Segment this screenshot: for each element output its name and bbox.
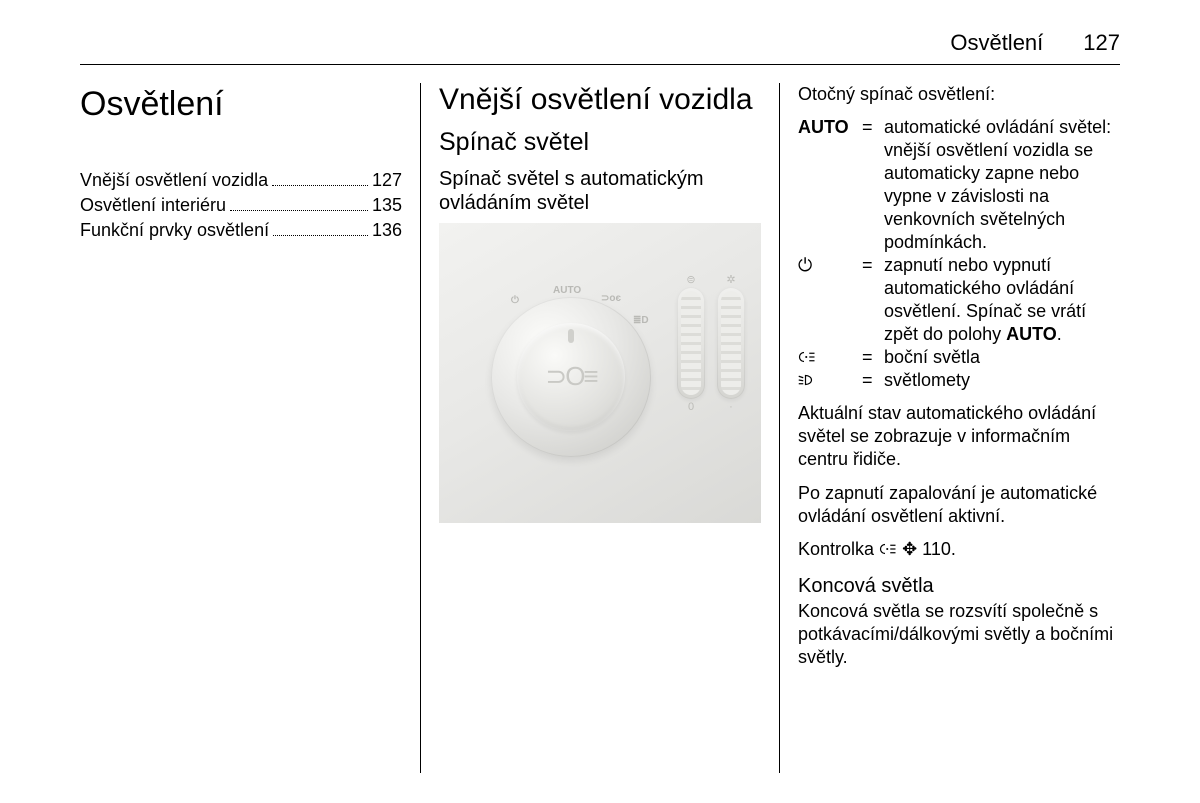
definition-value: automatické ovládání světel: vnější osvě… xyxy=(884,116,1120,254)
thumbwheel-top-icon: ✲ xyxy=(726,273,735,286)
definition-value: boční světla xyxy=(884,346,1120,369)
definition-row-auto: AUTO = automatické ovládání světel: vněj… xyxy=(798,116,1120,254)
thumbwheel-top-icon: ⊜ xyxy=(686,273,695,286)
sidelights-icon xyxy=(798,346,862,369)
sub-subsection-title: Spínač světel s automatickým ovládáním s… xyxy=(439,167,761,215)
definition-row-sidelights: = boční světla xyxy=(798,346,1120,369)
toc-label: Osvětlení interiéru xyxy=(80,195,226,216)
toc-page-number: 127 xyxy=(372,170,402,191)
definition-key: AUTO xyxy=(798,116,862,254)
tail-lights-heading: Koncová světla xyxy=(798,575,1120,598)
knob-indicator xyxy=(568,329,574,343)
toc-entry: Funkční prvky osvětlení 136 xyxy=(80,220,402,241)
equals-sign: = xyxy=(862,116,884,254)
column-3: Otočný spínač osvětlení: AUTO = automati… xyxy=(780,83,1120,773)
toc-leader-dots xyxy=(272,185,368,186)
toc-label: Funkční prvky osvětlení xyxy=(80,220,269,241)
section-title: Vnější osvětlení vozidla xyxy=(439,83,761,118)
rotary-knob-cap: ⊃O≡ xyxy=(517,323,625,431)
switch-positions-list: AUTO = automatické ovládání světel: vněj… xyxy=(798,116,1120,392)
thumbwheel-headlight-level: ⊜ 0 xyxy=(677,287,705,399)
header-section-title: Osvětlení xyxy=(950,30,1043,56)
definition-row-power: ⏻ = zapnutí nebo vypnutí automatického o… xyxy=(798,254,1120,346)
definition-row-headlights: = světlomety xyxy=(798,369,1120,392)
tail-lights-body: Koncová světla se rozsvítí společně s po… xyxy=(798,600,1120,669)
indicator-ref-prefix: Kontrolka xyxy=(798,539,879,559)
fog-light-icon: ⊃O≡ xyxy=(545,361,596,392)
paragraph-ignition: Po zapnutí zapalování je automatické ovl… xyxy=(798,482,1120,528)
knob-position-sidelights-icon: ⊃oє xyxy=(601,293,621,304)
equals-sign: = xyxy=(862,254,884,346)
intro-text: Otočný spínač osvětlení: xyxy=(798,83,1120,106)
definition-value: zapnutí nebo vypnutí automatického ovlád… xyxy=(884,254,1120,346)
page-header: Osvětlení 127 xyxy=(80,30,1120,65)
thumbwheel-dimmer: ✲ · xyxy=(717,287,745,399)
thumbwheel-bottom-icon: · xyxy=(729,401,733,413)
subsection-title: Spínač světel xyxy=(439,128,761,157)
thumbwheel-bottom-icon: 0 xyxy=(688,401,694,413)
knob-position-headlights-icon: ≣D xyxy=(633,315,649,326)
sidelights-icon xyxy=(879,542,897,556)
toc-entry: Vnější osvětlení vozidla 127 xyxy=(80,170,402,191)
toc-entry: Osvětlení interiéru 135 xyxy=(80,195,402,216)
paragraph-indicator-ref: Kontrolka ✥ 110. xyxy=(798,538,1120,561)
toc-leader-dots xyxy=(230,210,368,211)
knob-position-auto-label: AUTO xyxy=(553,285,581,296)
toc-leader-dots xyxy=(273,235,368,236)
knob-position-off-icon: ⏻ xyxy=(511,295,519,306)
paragraph-status: Aktuální stav automatického ovládání svě… xyxy=(798,402,1120,471)
toc-page-number: 135 xyxy=(372,195,402,216)
indicator-ref-suffix: 110. xyxy=(917,539,956,559)
header-page-number: 127 xyxy=(1083,30,1120,56)
headlights-icon xyxy=(798,369,862,392)
light-switch-figure: ⏻ AUTO ⊃oє ≣D ⊃O≡ ⊜ 0 ✲ · xyxy=(439,223,761,523)
rotary-knob: ⏻ AUTO ⊃oє ≣D ⊃O≡ xyxy=(491,297,651,457)
cross-reference-arrow-icon: ✥ xyxy=(902,539,917,559)
column-2: Vnější osvětlení vozidla Spínač světel S… xyxy=(421,83,779,773)
definition-value: světlomety xyxy=(884,369,1120,392)
equals-sign: = xyxy=(862,369,884,392)
toc-label: Vnější osvětlení vozidla xyxy=(80,170,268,191)
power-icon: ⏻ xyxy=(798,254,862,346)
chapter-title: Osvětlení xyxy=(80,85,402,124)
toc-page-number: 136 xyxy=(372,220,402,241)
equals-sign: = xyxy=(862,346,884,369)
column-1: Osvětlení Vnější osvětlení vozidla 127 O… xyxy=(80,83,420,773)
